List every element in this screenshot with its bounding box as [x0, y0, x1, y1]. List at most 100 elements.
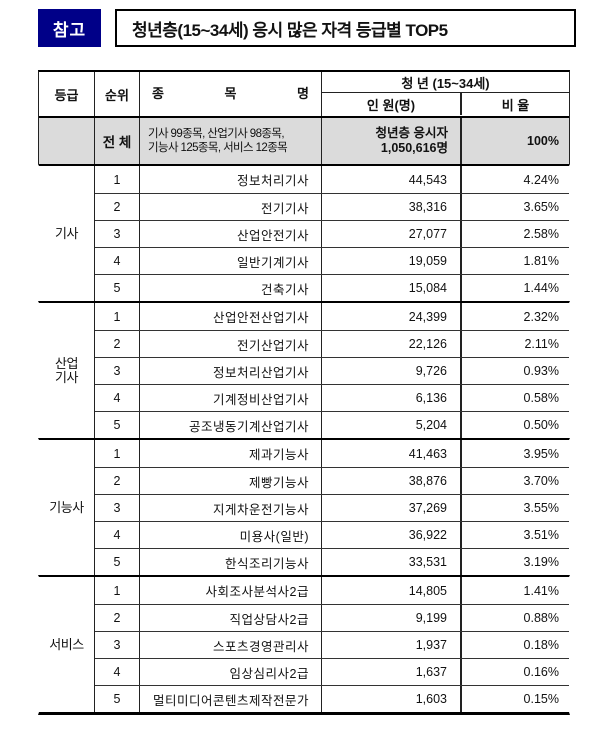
rank-cell: 1	[95, 577, 140, 604]
section-grade-label: 산업 기사	[39, 303, 95, 438]
total-grade-cell	[39, 118, 95, 164]
subject-cell: 정보처리기사	[140, 166, 322, 193]
youth-header-group: 청 년 (15~34세) 인 원(명) 비 율	[322, 72, 569, 116]
ratio-cell: 0.58%	[523, 391, 559, 405]
count-cell: 9,726	[322, 358, 462, 384]
count-cell: 1,603	[322, 686, 462, 712]
rank-cell: 3	[95, 221, 140, 247]
section-grade-label: 서비스	[39, 577, 95, 712]
subject-cell: 직업상담사2급	[140, 605, 322, 631]
ratio-cell: 2.58%	[523, 227, 559, 241]
subject-cell: 기계정비산업기사	[140, 385, 322, 411]
section-grade-label: 기능사	[39, 440, 95, 575]
table-row: 5 멀티미디어콘텐츠제작전문가 1,603 0.15%	[95, 685, 569, 712]
table-row: 2 직업상담사2급 9,199 0.88%	[95, 604, 569, 631]
ratio-cell: 1.41%	[523, 583, 559, 598]
total-row: 전 체 기사 99종목, 산업기사 98종목, 기능사 125종목, 서비스 1…	[39, 116, 569, 164]
section-rows: 1 사회조사분석사2급 14,805 1.41% 2 직업상담사2급 9,199…	[95, 577, 569, 712]
subject-cell: 한식조리기능사	[140, 549, 322, 575]
ratio-cell: 1.44%	[523, 281, 559, 295]
youth-subheader-row: 인 원(명) 비 율	[322, 93, 569, 115]
subject-cell: 전기산업기사	[140, 331, 322, 357]
rank-cell: 2	[95, 194, 140, 220]
rank-cell: 1	[95, 166, 140, 193]
ratio-cell: 3.70%	[523, 474, 559, 488]
table-row: 4 일반기계기사 19,059 1.81%	[95, 247, 569, 274]
column-header-youth: 청 년 (15~34세)	[322, 72, 569, 93]
section-grade-label: 기사	[39, 166, 95, 301]
table-header-row: 등급 순위 종 목 명 청 년 (15~34세) 인 원(명) 비 율	[39, 72, 569, 116]
table-row: 2 전기산업기사 22,126 2.11%	[95, 330, 569, 357]
ratio-cell: 3.65%	[523, 200, 559, 214]
column-header-rank: 순위	[95, 72, 140, 116]
table-row: 1 사회조사분석사2급 14,805 1.41%	[95, 577, 569, 604]
table-row: 5 공조냉동기계산업기사 5,204 0.50%	[95, 411, 569, 438]
table-row: 3 정보처리산업기사 9,726 0.93%	[95, 357, 569, 384]
count-cell: 6,136	[322, 385, 462, 411]
count-cell: 9,199	[322, 605, 462, 631]
table-row: 1 산업안전산업기사 24,399 2.32%	[95, 303, 569, 330]
grade-line: 산업	[55, 355, 78, 371]
table-row: 3 산업안전기사 27,077 2.58%	[95, 220, 569, 247]
table-row: 3 지게차운전기능사 37,269 3.55%	[95, 494, 569, 521]
ratio-cell: 0.15%	[523, 692, 559, 706]
subject-cell: 정보처리산업기사	[140, 358, 322, 384]
rank-cell: 3	[95, 632, 140, 658]
subject-cell: 임상심리사2급	[140, 659, 322, 685]
subject-cell: 산업안전기사	[140, 221, 322, 247]
subject-cell: 일반기계기사	[140, 248, 322, 274]
ratio-cell: 0.50%	[523, 418, 559, 432]
grade-line: 서비스	[49, 636, 84, 652]
section-rows: 1 산업안전산업기사 24,399 2.32% 2 전기산업기사 22,126 …	[95, 303, 569, 438]
ratio-cell: 2.11%	[524, 337, 559, 351]
title-box: 청년층(15~34세) 응시 많은 자격 등급별 TOP5	[115, 9, 576, 47]
rank-cell: 4	[95, 659, 140, 685]
table-section-gisa: 기사 1 정보처리기사 44,543 4.24% 2 전기기사 38,316 3…	[38, 164, 570, 301]
ratio-cell: 3.51%	[523, 528, 559, 542]
rank-cell: 3	[95, 495, 140, 521]
rank-cell: 4	[95, 248, 140, 274]
table-header: 등급 순위 종 목 명 청 년 (15~34세) 인 원(명) 비 율 전 체 …	[38, 70, 570, 164]
count-cell: 27,077	[322, 221, 462, 247]
subject-cell: 건축기사	[140, 275, 322, 301]
subject-cell: 제빵기능사	[140, 468, 322, 494]
count-cell: 15,084	[322, 275, 462, 301]
ratio-cell: 3.19%	[523, 555, 559, 569]
ratio-cell: 0.88%	[523, 611, 559, 625]
count-cell: 1,937	[322, 632, 462, 658]
reference-badge: 참고	[38, 9, 101, 47]
count-cell: 38,316	[322, 194, 462, 220]
total-subject-cell: 기사 99종목, 산업기사 98종목, 기능사 125종목, 서비스 12종목	[140, 118, 322, 164]
count-cell: 5,204	[322, 412, 462, 438]
page-title: 청년층(15~34세) 응시 많은 자격 등급별 TOP5	[132, 20, 448, 40]
subject-cell: 전기기사	[140, 194, 322, 220]
ratio-cell: 3.55%	[523, 501, 559, 515]
table-row: 2 전기기사 38,316 3.65%	[95, 193, 569, 220]
rank-cell: 5	[95, 686, 140, 712]
table-row: 1 정보처리기사 44,543 4.24%	[95, 166, 569, 193]
count-cell: 36,922	[322, 522, 462, 548]
count-cell: 24,399	[322, 303, 462, 330]
count-cell: 19,059	[322, 248, 462, 274]
table-row: 1 제과기능사 41,463 3.95%	[95, 440, 569, 467]
column-header-subject: 종 목 명	[140, 72, 322, 116]
table-row: 5 건축기사 15,084 1.44%	[95, 274, 569, 301]
subject-cell: 스포츠경영관리사	[140, 632, 322, 658]
ratio-cell: 2.32%	[523, 309, 559, 324]
total-count-line2: 1,050,616명	[380, 141, 448, 155]
table-row: 5 한식조리기능사 33,531 3.19%	[95, 548, 569, 575]
grade-line: 기능사	[49, 499, 84, 515]
column-header-count: 인 원(명)	[322, 93, 462, 115]
ratio-cell: 4.24%	[523, 172, 559, 187]
ratio-cell: 0.93%	[523, 364, 559, 378]
table-row: 3 스포츠경영관리사 1,937 0.18%	[95, 631, 569, 658]
total-rank-cell: 전 체	[95, 118, 140, 164]
rank-cell: 2	[95, 605, 140, 631]
ratio-cell: 1.81%	[523, 254, 559, 268]
rank-cell: 4	[95, 522, 140, 548]
subject-cell: 지게차운전기능사	[140, 495, 322, 521]
subject-cell: 미용사(일반)	[140, 522, 322, 548]
table-row: 4 기계정비산업기사 6,136 0.58%	[95, 384, 569, 411]
ratio-cell: 0.16%	[523, 665, 559, 679]
